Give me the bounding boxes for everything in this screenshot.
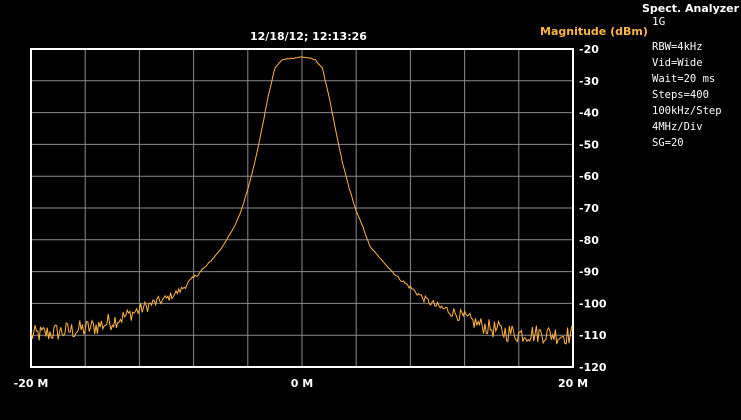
setting-sg: SG=20 (652, 137, 684, 149)
setting-vid: Vid=Wide (652, 57, 703, 69)
x-tick-label: 20 M (558, 377, 588, 390)
y-tick-labels: -20 -30 -40 -50 -60 -70 -80 -90 -100 -110 -120 (579, 43, 607, 374)
settings-panel: Spect. Analyzer 1G RBW=4kHz Vid=Wide Wai… (642, 2, 741, 151)
timestamp: 12/18/12; 12:13:26 (250, 30, 367, 43)
y-axis-label: Magnitude (dBm) (540, 25, 648, 38)
setting-wait: Wait=20 ms (652, 73, 716, 85)
setting-rbw: RBW=4kHz (652, 41, 703, 53)
grid-lines (31, 49, 573, 367)
y-tick-label: -60 (579, 170, 599, 183)
x-tick-label: -20 M (14, 377, 49, 390)
setting-step-size: 100kHz/Step (652, 105, 722, 117)
y-tick-label: -90 (579, 266, 599, 279)
setting-div: 4MHz/Div (652, 121, 703, 133)
y-tick-label: -80 (579, 234, 599, 247)
y-tick-label: -40 (579, 107, 599, 120)
panel-subtitle: 1G (652, 15, 666, 28)
plot-frame (30, 48, 574, 368)
y-tick-label: -50 (579, 138, 599, 151)
spectrum-trace (30, 56, 574, 345)
y-tick-label: -110 (579, 329, 607, 342)
x-tick-labels: -20 M 0 M 20 M (14, 377, 588, 390)
panel-title: Spect. Analyzer (642, 2, 740, 15)
y-tick-label: -30 (579, 75, 599, 88)
y-tick-label: -100 (579, 297, 607, 310)
setting-steps: Steps=400 (652, 89, 709, 101)
y-tick-label: -20 (579, 43, 599, 56)
x-tick-label: 0 M (291, 377, 313, 390)
y-tick-label: -120 (579, 361, 607, 374)
y-tick-label: -70 (579, 202, 599, 215)
